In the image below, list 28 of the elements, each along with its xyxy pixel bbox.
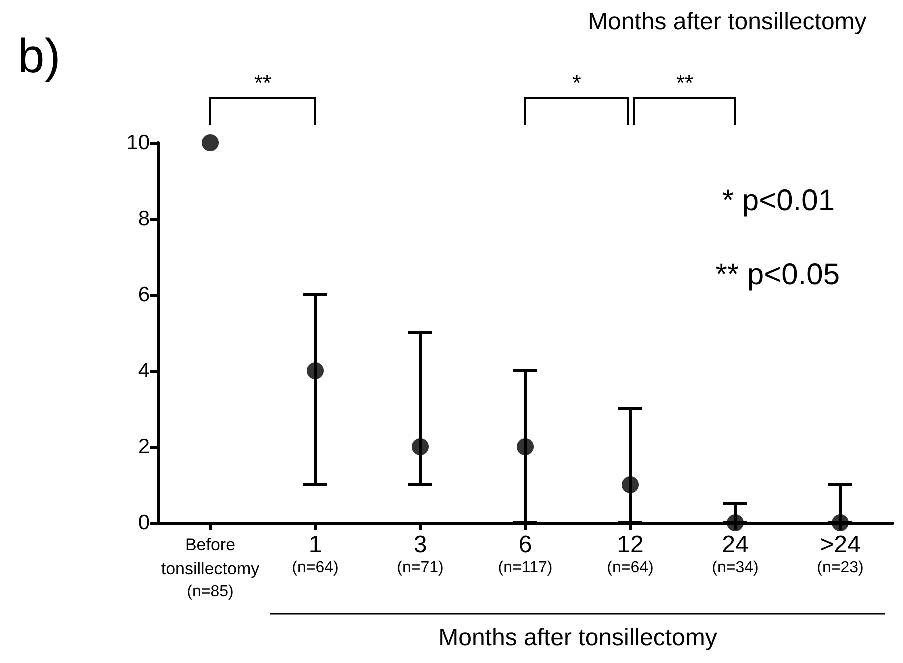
x-tick-label: 6 (n=117) (498, 532, 553, 576)
x-tick-label: 1 (n=64) (292, 532, 339, 576)
text: * (572, 70, 582, 96)
annotation: * p<0.01 (722, 184, 836, 218)
text: b) (18, 30, 61, 84)
point (727, 514, 744, 532)
x-axis-title: Months after tonsillectomy (438, 624, 718, 652)
point (622, 476, 639, 494)
x-tick-label: 12 (n=64) (607, 532, 654, 576)
y-tick-label: 6 (138, 284, 150, 306)
y-tick-label: 4 (138, 360, 150, 382)
point (517, 438, 534, 456)
y-tick-label: 8 (138, 208, 150, 230)
point (307, 362, 324, 380)
y-tick-label: 10 (126, 132, 150, 154)
chart-title: Months after tonsillectomy (588, 8, 867, 36)
text: ** (676, 70, 694, 96)
x-tick-label: 3 (n=71) (397, 532, 444, 576)
point (202, 134, 219, 152)
x-tick-label: Before tonsillectomy (n=85) (161, 536, 260, 600)
point (412, 438, 429, 456)
x-tick-label: 24 (n=34) (712, 532, 759, 576)
x-tick-label: >24 (n=23) (817, 532, 864, 576)
y-tick-label: 0 (138, 512, 150, 534)
point (832, 514, 849, 532)
y-tick-label: 2 (138, 436, 150, 458)
annotation: ** p<0.05 (716, 258, 840, 292)
text: ** (254, 70, 272, 96)
